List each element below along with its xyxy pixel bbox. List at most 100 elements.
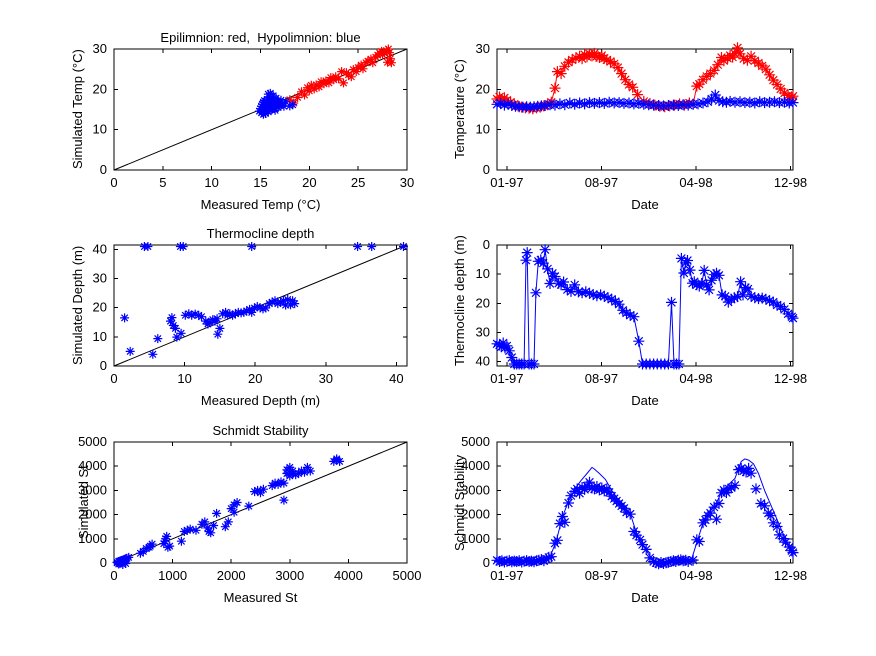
asterisk-marker (191, 525, 201, 535)
y-tick-label: 0 (483, 555, 490, 570)
asterisk-marker (549, 82, 561, 94)
xlabel-date-schmidt: Date (631, 590, 659, 605)
ticks: 0 10 20 30 40 0 10 20 30 40 (93, 241, 407, 386)
y-tick-label: 20 (93, 81, 107, 96)
asterisk-marker (539, 100, 551, 111)
x-tick-label: 5000 (393, 568, 422, 583)
asterisk-marker (309, 84, 319, 94)
series-line (496, 249, 794, 365)
asterisk-marker (670, 556, 682, 567)
asterisk-marker (260, 109, 270, 118)
asterisk-marker (666, 296, 677, 308)
asterisk-marker (261, 104, 271, 114)
asterisk-marker (563, 497, 574, 509)
asterisk-marker (537, 257, 549, 269)
y-tick-label: 20 (93, 300, 107, 315)
y-tick-label: 10 (476, 122, 490, 137)
asterisk-marker (125, 346, 135, 356)
asterisk-marker (545, 551, 557, 563)
asterisk-marker (777, 533, 789, 545)
asterisk-marker (263, 89, 273, 99)
asterisk-marker (699, 514, 711, 526)
x-tick-label: 1000 (158, 568, 187, 583)
y-tick-label: 0 (100, 555, 107, 570)
asterisk-marker (281, 300, 291, 310)
asterisk-marker (630, 529, 642, 541)
asterisk-marker (584, 97, 595, 109)
ylabel-thermocline-depth: Thermocline depth (m) (452, 235, 467, 366)
asterisk-marker (760, 63, 772, 75)
asterisk-marker (334, 74, 344, 84)
asterisk-marker (358, 64, 368, 74)
asterisk-marker (732, 42, 743, 54)
asterisk-marker (232, 498, 242, 507)
asterisk-marker (182, 525, 192, 535)
y-tick-label: 1000 (78, 531, 107, 546)
asterisk-marker (343, 70, 353, 80)
asterisk-marker (684, 264, 696, 276)
y-tick-label: 10 (476, 266, 490, 281)
asterisk-marker (321, 76, 331, 86)
asterisk-marker (549, 271, 561, 282)
x-tick-label: 08-97 (585, 568, 618, 583)
asterisk-marker (247, 307, 257, 317)
asterisk-marker (385, 54, 395, 64)
ylabel-simulated-st: Simulated St (76, 465, 91, 540)
asterisk-marker (627, 81, 639, 93)
asterisk-marker (279, 478, 289, 488)
x-tick-label: 0 (110, 568, 117, 583)
asterisk-marker (553, 277, 565, 289)
ticks: 01-97 08-97 04-98 12-98 0 10 20 30 40 (476, 237, 808, 386)
plot-temp-scatter: 0 5 10 15 20 25 30 0 10 20 30 (93, 41, 415, 190)
asterisk-marker (658, 558, 669, 569)
asterisk-marker (621, 307, 632, 319)
asterisk-marker (783, 541, 795, 553)
asterisk-marker (226, 504, 236, 513)
x-tick-label: 01-97 (490, 175, 523, 190)
asterisk-marker (203, 523, 213, 533)
asterisk-marker (257, 101, 266, 111)
asterisk-marker (348, 65, 358, 75)
asterisk-marker (276, 95, 286, 105)
asterisk-marker (180, 310, 190, 320)
asterisk-marker (495, 341, 507, 353)
asterisk-marker (733, 464, 745, 476)
asterisk-marker (314, 82, 324, 92)
asterisk-marker (754, 96, 766, 108)
asterisk-marker (197, 312, 206, 322)
asterisk-marker (302, 83, 312, 93)
asterisk-marker (605, 56, 616, 67)
asterisk-marker (535, 554, 547, 566)
x-tick-label: 12-98 (774, 568, 807, 583)
asterisk-marker (501, 340, 513, 352)
y-tick-label: 0 (483, 237, 490, 252)
asterisk-marker (306, 80, 316, 90)
x-tick-label: 0 (110, 175, 117, 190)
asterisk-marker (326, 73, 336, 83)
asterisk-marker (399, 242, 408, 251)
x-tick-label: 40 (389, 371, 403, 386)
asterisk-marker (586, 482, 598, 494)
asterisk-marker (624, 309, 636, 321)
y-tick-label: 5000 (461, 434, 490, 449)
asterisk-marker (734, 96, 746, 108)
plot-temp-timeseries: 01-97 08-97 04-98 12-98 0 10 20 30 (476, 41, 808, 190)
asterisk-marker (756, 292, 768, 304)
asterisk-marker (250, 303, 259, 313)
asterisk-marker (356, 60, 366, 70)
x-tick-label: 20 (302, 175, 316, 190)
asterisk-marker (556, 511, 568, 522)
asterisk-marker (591, 50, 603, 62)
y-tick-label: 30 (93, 41, 107, 56)
asterisk-marker (725, 293, 737, 305)
asterisk-marker (612, 62, 624, 74)
asterisk-marker (576, 287, 588, 299)
asterisk-marker (554, 518, 566, 530)
asterisk-marker (692, 98, 704, 110)
series-schmidt-measured-vs-simulated (112, 454, 345, 569)
asterisk-marker (569, 279, 581, 291)
asterisk-marker (787, 97, 799, 109)
asterisk-marker (723, 483, 735, 495)
asterisk-marker (530, 287, 542, 299)
asterisk-marker (720, 96, 732, 108)
